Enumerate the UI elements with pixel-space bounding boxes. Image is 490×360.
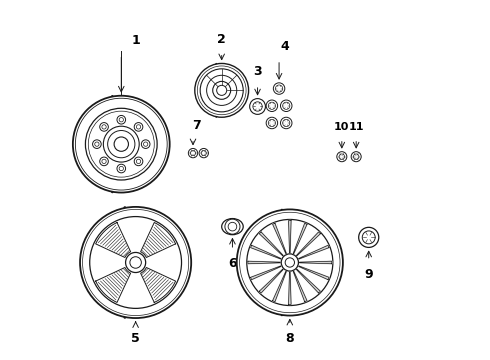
Circle shape [273,83,285,94]
Text: 4: 4 [280,40,289,53]
Ellipse shape [214,63,219,117]
Text: 9: 9 [365,268,373,281]
Polygon shape [296,232,320,256]
Polygon shape [296,269,320,293]
Circle shape [117,116,125,124]
Polygon shape [250,266,281,280]
Ellipse shape [221,219,243,235]
Text: 5: 5 [131,332,140,345]
Polygon shape [272,223,286,254]
Text: 8: 8 [286,332,294,345]
Circle shape [188,148,197,158]
Circle shape [280,117,292,129]
Polygon shape [141,267,175,302]
Circle shape [351,152,361,162]
Circle shape [266,117,278,129]
Circle shape [237,210,343,316]
Circle shape [100,157,108,166]
Polygon shape [96,267,131,302]
Circle shape [266,100,278,112]
Ellipse shape [120,207,129,318]
Circle shape [117,164,125,173]
Polygon shape [259,232,283,256]
Circle shape [134,123,143,131]
Circle shape [93,140,101,148]
Text: 1: 1 [131,34,140,47]
Circle shape [199,148,208,158]
Circle shape [134,157,143,166]
Circle shape [73,96,170,193]
Text: 3: 3 [253,65,262,78]
Circle shape [359,227,379,247]
Polygon shape [289,272,291,305]
Circle shape [114,137,128,151]
Ellipse shape [278,210,286,316]
Circle shape [281,254,298,271]
Circle shape [141,140,150,148]
Circle shape [125,252,146,273]
Polygon shape [299,261,332,264]
Ellipse shape [108,96,116,193]
Text: 6: 6 [228,257,237,270]
Polygon shape [272,271,286,302]
Polygon shape [289,221,291,253]
Text: 11: 11 [348,122,364,132]
Text: 10: 10 [334,122,349,132]
Text: 2: 2 [218,32,226,45]
Polygon shape [248,261,280,264]
Polygon shape [141,222,175,257]
Polygon shape [250,245,281,259]
Circle shape [195,63,248,117]
Polygon shape [96,222,131,257]
Circle shape [280,100,292,112]
Polygon shape [298,245,329,259]
Polygon shape [293,223,307,254]
Text: 7: 7 [192,118,201,132]
Circle shape [337,152,347,162]
Circle shape [100,123,108,131]
Circle shape [250,99,266,114]
Polygon shape [259,269,283,293]
Polygon shape [293,271,307,302]
Polygon shape [298,266,329,280]
Circle shape [80,207,191,318]
